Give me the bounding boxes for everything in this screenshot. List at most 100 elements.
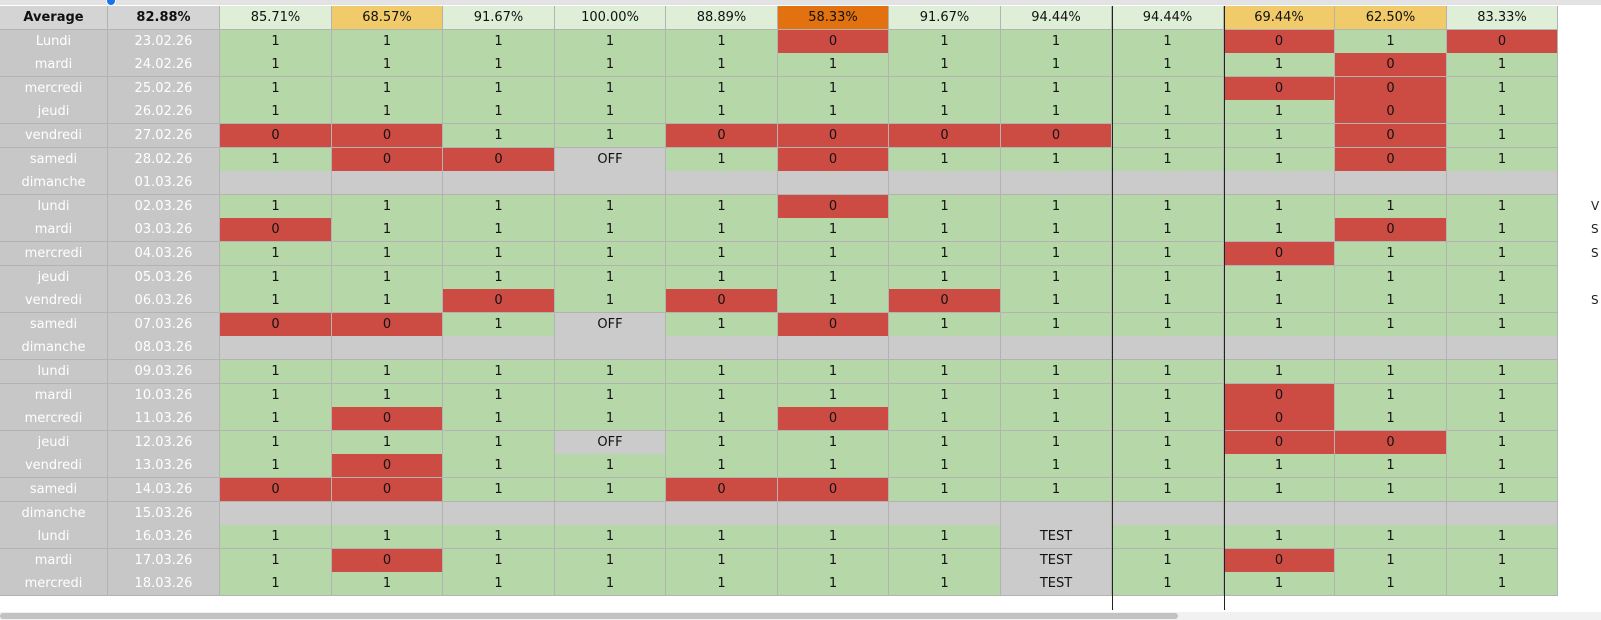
value-cell[interactable]: 1: [1112, 53, 1224, 78]
value-cell[interactable]: 1: [220, 29, 332, 54]
value-cell[interactable]: 1: [666, 242, 778, 266]
value-cell[interactable]: 1: [889, 218, 1001, 243]
overall-average-cell[interactable]: 82.88%: [108, 6, 220, 30]
value-cell[interactable]: 1: [220, 265, 332, 290]
value-cell[interactable]: 1: [1224, 147, 1335, 172]
value-cell[interactable]: 1: [1112, 478, 1224, 502]
value-cell[interactable]: 1: [220, 289, 332, 314]
value-cell[interactable]: 1: [332, 76, 443, 101]
value-cell[interactable]: 1: [1112, 242, 1224, 266]
value-cell[interactable]: 1: [1447, 124, 1558, 148]
value-cell[interactable]: [555, 336, 666, 361]
value-cell[interactable]: 1: [443, 53, 555, 78]
value-cell[interactable]: 0: [1224, 383, 1335, 408]
value-cell[interactable]: 0: [1224, 407, 1335, 432]
value-cell[interactable]: 1: [1447, 218, 1558, 243]
value-cell[interactable]: [332, 501, 443, 526]
value-cell[interactable]: 1: [1447, 525, 1558, 550]
value-cell[interactable]: 1: [555, 76, 666, 101]
value-cell[interactable]: 1: [220, 572, 332, 597]
value-cell[interactable]: 0: [778, 29, 889, 54]
value-cell[interactable]: [1224, 336, 1335, 361]
value-cell[interactable]: 1: [332, 194, 443, 219]
value-cell[interactable]: 0: [332, 312, 443, 337]
value-cell[interactable]: 1: [443, 194, 555, 219]
value-cell[interactable]: 1: [1447, 478, 1558, 502]
value-cell[interactable]: 1: [1112, 312, 1224, 337]
value-cell[interactable]: 1: [778, 383, 889, 408]
date-cell[interactable]: 14.03.26: [108, 478, 220, 502]
value-cell[interactable]: 0: [889, 124, 1001, 148]
value-cell[interactable]: 0: [1335, 218, 1447, 243]
day-cell[interactable]: vendredi: [0, 124, 108, 148]
value-cell[interactable]: 1: [555, 407, 666, 432]
value-cell[interactable]: 0: [220, 218, 332, 243]
value-cell[interactable]: 1: [1335, 383, 1447, 408]
value-cell[interactable]: [889, 336, 1001, 361]
value-cell[interactable]: 1: [1001, 100, 1112, 125]
value-cell[interactable]: 1: [555, 218, 666, 243]
day-cell[interactable]: mardi: [0, 548, 108, 573]
value-cell[interactable]: 1: [666, 53, 778, 78]
value-cell[interactable]: 1: [1447, 407, 1558, 432]
value-cell[interactable]: 1: [666, 218, 778, 243]
offscreen-column-cell[interactable]: [1591, 360, 1601, 383]
value-cell[interactable]: 1: [555, 124, 666, 148]
value-cell[interactable]: 1: [1224, 218, 1335, 243]
value-cell[interactable]: 0: [332, 124, 443, 148]
value-cell[interactable]: 1: [666, 312, 778, 337]
value-cell[interactable]: 1: [1447, 242, 1558, 266]
value-cell[interactable]: 1: [1335, 548, 1447, 573]
value-cell[interactable]: 1: [1447, 100, 1558, 125]
value-cell[interactable]: [889, 171, 1001, 196]
value-cell[interactable]: [1001, 336, 1112, 361]
value-cell[interactable]: 1: [1112, 76, 1224, 101]
day-cell[interactable]: mardi: [0, 53, 108, 78]
value-cell[interactable]: 1: [1447, 360, 1558, 384]
value-cell[interactable]: 1: [778, 53, 889, 78]
value-cell[interactable]: 1: [555, 383, 666, 408]
date-cell[interactable]: 05.03.26: [108, 265, 220, 290]
day-cell[interactable]: lundi: [0, 194, 108, 219]
value-cell[interactable]: 1: [1335, 242, 1447, 266]
value-cell[interactable]: 0: [1335, 430, 1447, 455]
value-cell[interactable]: 1: [555, 29, 666, 54]
value-cell[interactable]: 1: [1112, 289, 1224, 314]
day-cell[interactable]: mardi: [0, 218, 108, 243]
value-cell[interactable]: 1: [1224, 124, 1335, 148]
date-cell[interactable]: 27.02.26: [108, 124, 220, 148]
value-cell[interactable]: 0: [1335, 124, 1447, 148]
offscreen-column-cell[interactable]: [1591, 76, 1601, 100]
value-cell[interactable]: 1: [1447, 548, 1558, 573]
value-cell[interactable]: 1: [1001, 383, 1112, 408]
value-cell[interactable]: [1112, 501, 1224, 526]
value-cell[interactable]: 1: [443, 525, 555, 550]
value-cell[interactable]: [332, 171, 443, 196]
value-cell[interactable]: 1: [778, 454, 889, 479]
value-cell[interactable]: 1: [443, 76, 555, 101]
value-cell[interactable]: 1: [778, 360, 889, 384]
value-cell[interactable]: [1447, 171, 1558, 196]
value-cell[interactable]: 1: [1335, 407, 1447, 432]
value-cell[interactable]: 0: [778, 147, 889, 172]
value-cell[interactable]: 0: [1224, 242, 1335, 266]
day-cell[interactable]: dimanche: [0, 336, 108, 361]
value-cell[interactable]: 1: [778, 289, 889, 314]
day-cell[interactable]: mercredi: [0, 407, 108, 432]
offscreen-column-cell[interactable]: [1591, 29, 1601, 53]
value-cell[interactable]: 0: [1335, 147, 1447, 172]
value-cell[interactable]: [332, 336, 443, 361]
value-cell[interactable]: 1: [555, 265, 666, 290]
value-cell[interactable]: OFF: [555, 147, 666, 172]
value-cell[interactable]: 1: [443, 383, 555, 408]
value-cell[interactable]: 1: [1001, 312, 1112, 337]
value-cell[interactable]: 1: [666, 572, 778, 597]
offscreen-column-cell[interactable]: S: [1591, 242, 1601, 265]
value-cell[interactable]: TEST: [1001, 548, 1112, 573]
offscreen-column-cell[interactable]: V: [1591, 194, 1601, 218]
value-cell[interactable]: [1001, 171, 1112, 196]
value-cell[interactable]: 1: [1224, 478, 1335, 502]
value-cell[interactable]: 1: [1335, 360, 1447, 384]
value-cell[interactable]: 0: [332, 478, 443, 502]
offscreen-column-cell[interactable]: [1591, 336, 1601, 360]
